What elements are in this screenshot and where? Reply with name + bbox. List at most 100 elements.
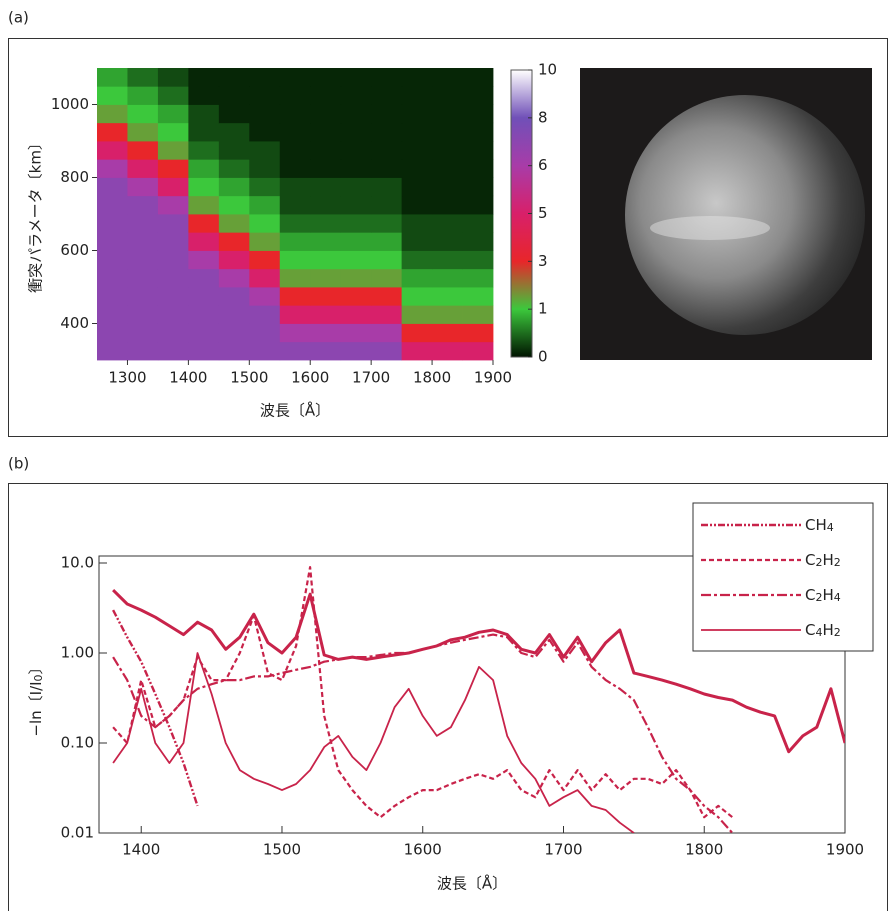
heat-cell [462, 122, 494, 142]
heat-cell [127, 214, 159, 233]
heat-cell [249, 341, 281, 361]
heat-cell [371, 177, 403, 197]
panel-label: (b) [8, 455, 29, 473]
heat-cell [127, 86, 159, 105]
heat-cell [188, 268, 220, 288]
heat-cell [462, 341, 494, 361]
heat-cell [218, 195, 250, 215]
heat-cell [340, 323, 372, 343]
heat-cell [188, 195, 220, 215]
y-tick-label: 0.10 [61, 734, 94, 752]
heat-cell [432, 214, 463, 233]
heat-cell [371, 195, 403, 215]
heat-cell [127, 195, 159, 215]
heat-cell [279, 195, 311, 215]
heat-cell [249, 141, 281, 160]
heat-cell [97, 268, 128, 288]
heat-cell [157, 214, 189, 233]
y-tick-label: 1.00 [61, 644, 94, 662]
heat-cell [432, 141, 463, 160]
heat-cell [157, 159, 189, 178]
heat-cell [249, 250, 281, 270]
heat-cell [188, 159, 220, 178]
titan-image [580, 68, 872, 360]
y-tick-label: 1000 [51, 95, 89, 113]
y-tick-label: 600 [60, 241, 89, 259]
heat-cell [218, 141, 250, 160]
colorbar-tick-label: 6 [538, 156, 548, 174]
heat-cell [371, 287, 403, 306]
heat-cell [462, 214, 494, 233]
heat-cell [401, 195, 433, 215]
plot-area [113, 567, 845, 833]
heat-cell [157, 250, 189, 270]
heat-cell [310, 195, 342, 215]
heat-cell [97, 68, 128, 87]
heat-cell [157, 323, 189, 343]
heat-cell [310, 159, 342, 178]
heat-cell [432, 250, 463, 270]
heat-cell [157, 86, 189, 105]
heat-cell [157, 232, 189, 251]
y-tick-label: 0.01 [61, 824, 94, 842]
heat-cell [310, 68, 342, 87]
heat-cell [432, 86, 463, 105]
series-line [112, 589, 845, 754]
heat-cell [157, 177, 189, 197]
y-tick-label: 400 [60, 314, 89, 332]
heat-cell [432, 104, 463, 124]
heat-cell [97, 177, 128, 197]
heat-cell [157, 195, 189, 215]
x-tick-label: 1500 [263, 841, 301, 859]
y-tick-label: 800 [60, 168, 89, 186]
heat-cell [127, 287, 159, 306]
heat-cell [401, 141, 433, 160]
legend-box [692, 502, 874, 652]
heat-cell [432, 159, 463, 178]
heat-cell [249, 268, 281, 288]
heat-cell [157, 287, 189, 306]
colorbar-tick-label: 5 [538, 204, 548, 222]
heat-cell [218, 268, 250, 288]
heat-cell [127, 268, 159, 288]
heat-cell [462, 104, 494, 124]
heat-cell [218, 177, 250, 197]
heat-cell [462, 159, 494, 178]
heat-cell [97, 159, 128, 178]
heat-cell [371, 232, 403, 251]
heat-cell [127, 177, 159, 197]
heat-cell [249, 323, 281, 343]
heat-cell [249, 195, 281, 215]
heat-cell [401, 122, 433, 142]
heat-cell [279, 287, 311, 306]
heat-cell [310, 104, 342, 124]
legend-label: C2H4 [805, 586, 841, 604]
heat-cell [432, 268, 463, 288]
heat-cell [462, 68, 494, 87]
heat-cell [371, 86, 403, 105]
heat-cell [279, 341, 311, 361]
heat-cell [432, 341, 463, 361]
heat-cell [127, 141, 159, 160]
heat-cell [97, 232, 128, 251]
heat-cell [188, 86, 220, 105]
heat-cell [97, 86, 128, 105]
heat-cell [432, 305, 463, 324]
heat-cell [279, 214, 311, 233]
heat-cell [279, 323, 311, 343]
heat-cell [340, 214, 372, 233]
heat-cell [188, 141, 220, 160]
heat-cell [157, 341, 189, 361]
heat-cell [157, 141, 189, 160]
heat-cell [371, 323, 403, 343]
heat-cell [218, 287, 250, 306]
heat-cell [279, 68, 311, 87]
series-line [112, 633, 734, 833]
heat-cell [371, 305, 403, 324]
heat-cell [157, 68, 189, 87]
heat-cell [279, 159, 311, 178]
heat-cell [249, 86, 281, 105]
y-axis-label: −ln〔I/I0〕 [27, 659, 45, 736]
series-line [112, 652, 635, 833]
heat-cell [188, 305, 220, 324]
